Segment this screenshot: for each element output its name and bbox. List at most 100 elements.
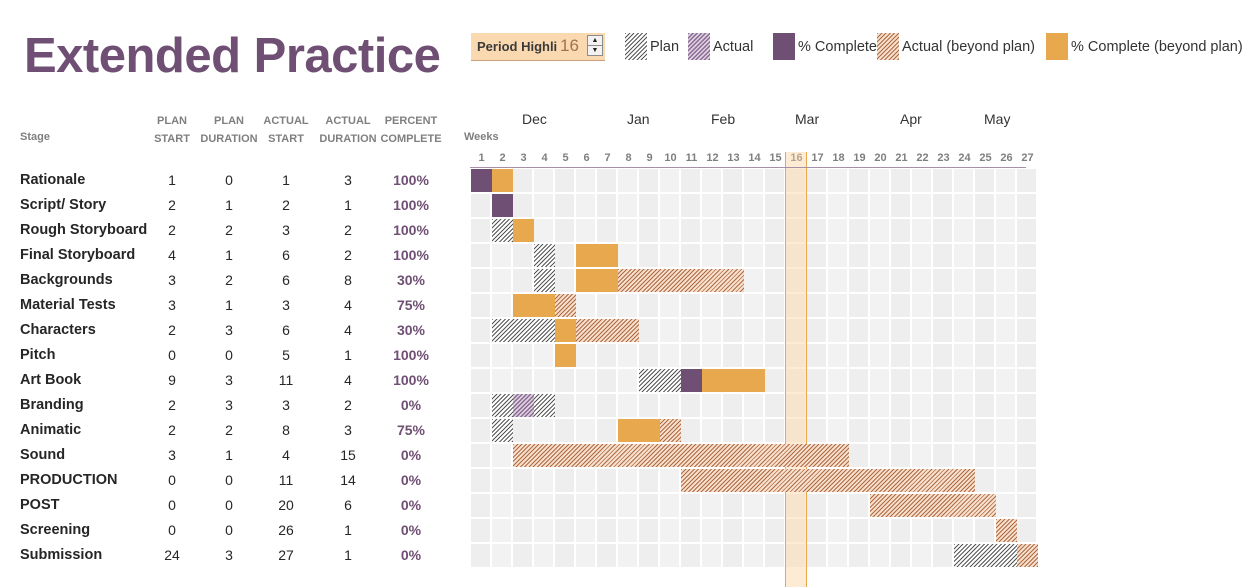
stage-name[interactable]: Characters — [20, 322, 96, 338]
stage-name[interactable]: Script/ Story — [20, 197, 107, 213]
plan-start-cell[interactable]: 4 — [168, 247, 176, 263]
plan-duration-cell[interactable]: 3 — [225, 372, 233, 388]
stage-name[interactable]: Material Tests — [20, 297, 116, 313]
stage-name[interactable]: Branding — [20, 397, 84, 413]
actual-start-cell[interactable]: 6 — [282, 322, 290, 338]
plan-duration-cell[interactable]: 1 — [225, 297, 233, 313]
plan-start-cell[interactable]: 0 — [168, 522, 176, 538]
plan-duration-cell[interactable]: 0 — [225, 472, 233, 488]
plan-duration-cell[interactable]: 1 — [225, 197, 233, 213]
stage-name[interactable]: Pitch — [20, 347, 56, 363]
plan-start-cell[interactable]: 2 — [168, 197, 176, 213]
actual-start-cell[interactable]: 3 — [282, 222, 290, 238]
actual-start-cell[interactable]: 20 — [278, 497, 294, 513]
plan-start-cell[interactable]: 0 — [168, 497, 176, 513]
actual-duration-cell[interactable]: 3 — [344, 422, 352, 438]
actual-start-cell[interactable]: 1 — [282, 172, 290, 188]
plan-start-cell[interactable]: 24 — [164, 547, 180, 563]
stage-name[interactable]: Rationale — [20, 172, 86, 188]
actual-duration-cell[interactable]: 2 — [344, 247, 352, 263]
plan-start-cell[interactable]: 0 — [168, 347, 176, 363]
actual-duration-cell[interactable]: 6 — [344, 497, 352, 513]
actual-start-cell[interactable]: 11 — [278, 472, 294, 488]
period-highlight-control[interactable]: Period Highlight 16 ▲ ▼ — [471, 33, 605, 61]
actual-duration-cell[interactable]: 1 — [344, 547, 352, 563]
plan-duration-cell[interactable]: 0 — [225, 497, 233, 513]
actual-duration-cell[interactable]: 1 — [344, 197, 352, 213]
actual-duration-cell[interactable]: 4 — [344, 322, 352, 338]
percent-complete-cell[interactable]: 100% — [393, 347, 429, 363]
period-highlight-value[interactable]: 16 — [560, 36, 579, 55]
actual-start-cell[interactable]: 8 — [282, 422, 290, 438]
actual-duration-cell[interactable]: 8 — [344, 272, 352, 288]
percent-complete-cell[interactable]: 100% — [393, 247, 429, 263]
actual-start-cell[interactable]: 6 — [282, 247, 290, 263]
plan-duration-cell[interactable]: 2 — [225, 222, 233, 238]
period-spinner[interactable]: ▲ ▼ — [587, 35, 603, 56]
actual-start-cell[interactable]: 26 — [278, 522, 294, 538]
plan-duration-cell[interactable]: 3 — [225, 322, 233, 338]
plan-start-cell[interactable]: 2 — [168, 322, 176, 338]
plan-duration-cell[interactable]: 1 — [225, 447, 233, 463]
actual-duration-cell[interactable]: 1 — [344, 522, 352, 538]
percent-complete-cell[interactable]: 100% — [393, 197, 429, 213]
percent-complete-cell[interactable]: 100% — [393, 222, 429, 238]
plan-duration-cell[interactable]: 3 — [225, 547, 233, 563]
plan-start-cell[interactable]: 2 — [168, 397, 176, 413]
spin-up-icon[interactable]: ▲ — [588, 36, 602, 46]
plan-duration-cell[interactable]: 1 — [225, 247, 233, 263]
actual-start-cell[interactable]: 2 — [282, 197, 290, 213]
plan-start-cell[interactable]: 9 — [168, 372, 176, 388]
stage-name[interactable]: Final Storyboard — [20, 247, 136, 263]
actual-duration-cell[interactable]: 3 — [344, 172, 352, 188]
plan-duration-cell[interactable]: 3 — [225, 397, 233, 413]
actual-duration-cell[interactable]: 4 — [344, 297, 352, 313]
stage-name[interactable]: Rough Storyboard — [20, 222, 148, 238]
actual-duration-cell[interactable]: 2 — [344, 397, 352, 413]
stage-name[interactable]: PRODUCTION — [20, 472, 118, 488]
percent-complete-cell[interactable]: 0% — [400, 497, 422, 513]
plan-duration-cell[interactable]: 0 — [225, 172, 233, 188]
actual-duration-cell[interactable]: 15 — [340, 447, 356, 463]
percent-complete-cell[interactable]: 0% — [400, 522, 422, 538]
plan-start-cell[interactable]: 0 — [168, 472, 176, 488]
percent-complete-cell[interactable]: 0% — [400, 397, 422, 413]
percent-complete-cell[interactable]: 0% — [400, 472, 422, 488]
percent-complete-cell[interactable]: 100% — [393, 172, 429, 188]
plan-start-cell[interactable]: 3 — [168, 297, 176, 313]
actual-start-cell[interactable]: 3 — [282, 397, 290, 413]
plan-start-cell[interactable]: 3 — [168, 272, 176, 288]
spin-down-icon[interactable]: ▼ — [591, 47, 599, 54]
actual-start-cell[interactable]: 6 — [282, 272, 290, 288]
percent-complete-cell[interactable]: 30% — [396, 322, 426, 338]
plan-duration-cell[interactable]: 2 — [225, 422, 233, 438]
plan-start-cell[interactable]: 3 — [168, 447, 176, 463]
actual-start-cell[interactable]: 4 — [282, 447, 290, 463]
actual-duration-cell[interactable]: 4 — [344, 372, 352, 388]
stage-name[interactable]: Screening — [20, 522, 91, 538]
percent-complete-cell[interactable]: 0% — [400, 447, 422, 463]
stage-name[interactable]: Animatic — [20, 422, 82, 438]
actual-duration-cell[interactable]: 14 — [340, 472, 356, 488]
actual-duration-cell[interactable]: 1 — [344, 347, 352, 363]
stage-name[interactable]: Sound — [20, 447, 66, 463]
plan-start-cell[interactable]: 2 — [168, 222, 176, 238]
actual-start-cell[interactable]: 5 — [282, 347, 290, 363]
plan-duration-cell[interactable]: 0 — [225, 522, 233, 538]
actual-start-cell[interactable]: 11 — [278, 372, 294, 388]
percent-complete-cell[interactable]: 75% — [396, 422, 426, 438]
stage-name[interactable]: POST — [20, 497, 60, 513]
actual-duration-cell[interactable]: 2 — [344, 222, 352, 238]
plan-start-cell[interactable]: 2 — [168, 422, 176, 438]
percent-complete-cell[interactable]: 30% — [396, 272, 426, 288]
actual-start-cell[interactable]: 27 — [278, 547, 294, 563]
plan-start-cell[interactable]: 1 — [168, 172, 176, 188]
percent-complete-cell[interactable]: 100% — [393, 372, 429, 388]
percent-complete-cell[interactable]: 0% — [400, 547, 422, 563]
stage-name[interactable]: Backgrounds — [20, 272, 113, 288]
stage-name[interactable]: Art Book — [20, 372, 82, 388]
percent-complete-cell[interactable]: 75% — [396, 297, 426, 313]
plan-duration-cell[interactable]: 2 — [225, 272, 233, 288]
actual-start-cell[interactable]: 3 — [282, 297, 290, 313]
stage-name[interactable]: Submission — [20, 547, 103, 563]
